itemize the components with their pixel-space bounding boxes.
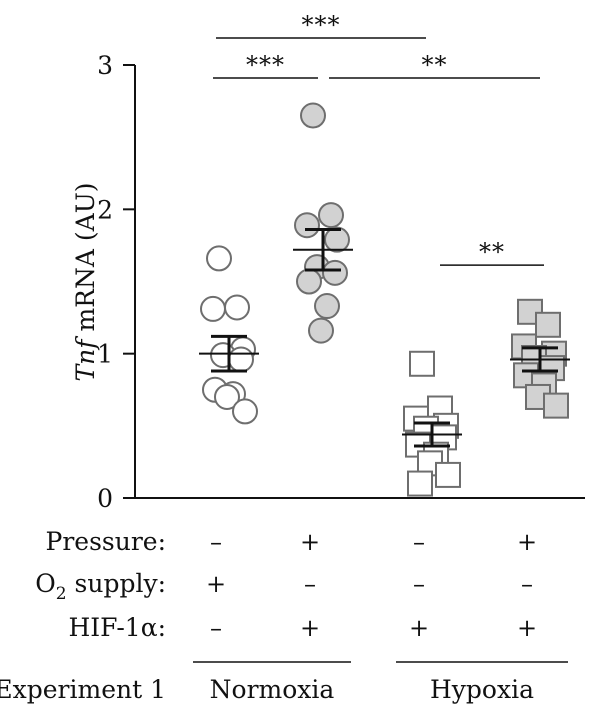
data-point-circle (314, 293, 340, 320)
data-point-square (435, 461, 461, 488)
condition-sign: – (413, 570, 425, 598)
condition-sign: + (206, 570, 226, 598)
condition-sign: + (517, 614, 537, 642)
data-point-square (543, 392, 569, 419)
data-point-circle (300, 102, 326, 129)
data-point-circle (224, 294, 250, 321)
condition-sign: – (210, 528, 222, 556)
data-point-square (535, 311, 561, 338)
y-axis-label: Tnf mRNA (AU) (71, 182, 100, 381)
data-point-circle (322, 259, 348, 286)
data-point-circle (232, 398, 258, 425)
condition-sign: – (413, 528, 425, 556)
condition-row-label: O2 supply: (35, 569, 166, 604)
y-axis-label-gene: Tnf (71, 336, 100, 382)
condition-sign: + (300, 528, 320, 556)
data-point-circle (308, 317, 334, 344)
condition-row-label: HIF-1α: (68, 613, 166, 642)
data-point-circle (296, 268, 322, 295)
condition-sign: + (409, 614, 429, 642)
condition-row-label-main: O (35, 569, 56, 598)
condition-label: Hypoxia (430, 675, 534, 704)
data-point-circle (318, 202, 344, 229)
data-point-square (409, 350, 435, 377)
y-tick-label: 3 (97, 51, 113, 80)
condition-sign: + (517, 528, 537, 556)
condition-sign: – (210, 614, 222, 642)
condition-sign: – (521, 570, 533, 598)
data-point-circle (206, 245, 232, 272)
data-point-circle (294, 212, 320, 239)
y-tick-label: 2 (97, 195, 113, 224)
condition-sign: – (304, 570, 316, 598)
data-point-circle (214, 383, 240, 410)
y-axis-label-rest: mRNA (AU) (71, 182, 100, 339)
data-point-circle (324, 226, 350, 253)
condition-sign: + (300, 614, 320, 642)
significance-label: *** (246, 51, 285, 79)
experiment-label: Experiment 1 (0, 675, 166, 704)
significance-label: ** (479, 238, 505, 266)
condition-row-label-tail: supply: (67, 569, 166, 598)
data-point-square (407, 470, 433, 497)
condition-row-label: Pressure: (46, 527, 167, 556)
condition-label: Normoxia (210, 675, 335, 704)
condition-row-label-subscript: 2 (56, 584, 67, 604)
data-point-circle (200, 295, 226, 322)
data-point-circle (228, 346, 254, 373)
significance-label: *** (302, 11, 341, 39)
significance-label: ** (422, 51, 448, 79)
y-tick-label: 1 (97, 340, 113, 369)
y-tick-label: 0 (97, 484, 113, 513)
